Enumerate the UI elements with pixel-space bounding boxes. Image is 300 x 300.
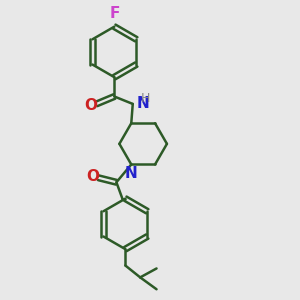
- Text: H: H: [141, 92, 150, 105]
- Text: O: O: [84, 98, 97, 113]
- Text: N: N: [125, 166, 138, 181]
- Text: F: F: [109, 6, 119, 21]
- Text: O: O: [86, 169, 99, 184]
- Text: N: N: [136, 96, 149, 111]
